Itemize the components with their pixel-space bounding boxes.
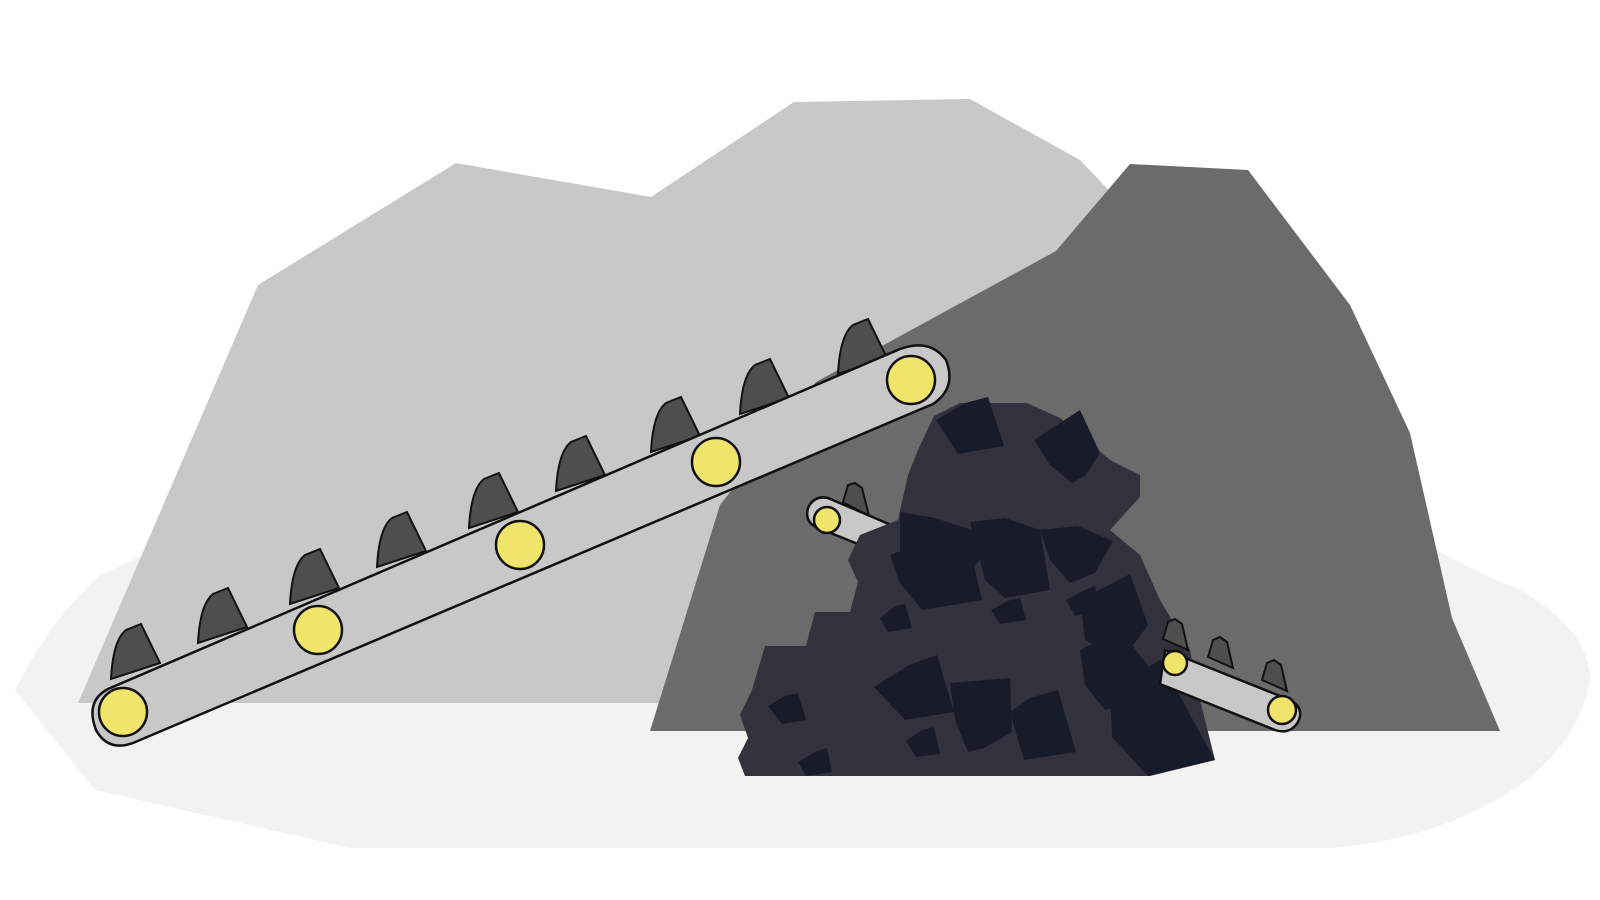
conveyor-paddle	[467, 471, 520, 530]
coal-lump	[1080, 574, 1148, 660]
coal-lump	[1110, 660, 1215, 776]
small-conveyor-right	[1158, 617, 1302, 733]
small-conveyor-left-roller	[812, 505, 842, 535]
coal-lump	[768, 693, 806, 724]
coal-lump	[1010, 690, 1076, 760]
conveyor-paddle	[554, 434, 607, 493]
conveyor-paddle	[288, 547, 341, 606]
coal-lump	[936, 397, 1004, 454]
coal-lump	[1040, 526, 1113, 583]
small-conveyor-right-roller	[1161, 649, 1189, 677]
conveyor-paddle	[375, 510, 428, 569]
large-conveyor-paddles	[109, 317, 889, 681]
large-conveyor	[91, 317, 951, 747]
large-conveyor-roller	[690, 436, 742, 488]
small-conveyor-right-paddle	[1161, 617, 1190, 652]
conveyor-paddle	[109, 622, 162, 681]
conveyor-paddle	[196, 586, 249, 645]
coal-lump	[906, 727, 940, 757]
coal-lump	[890, 540, 982, 610]
small-conveyor-right-roller	[1266, 694, 1298, 726]
small-conveyor-right-paddle	[1260, 658, 1289, 693]
large-conveyor-roller	[97, 686, 149, 738]
large-conveyor-roller	[885, 354, 937, 406]
large-conveyor-roller	[292, 604, 344, 656]
coal-lump	[798, 748, 832, 776]
coal-lumps	[768, 397, 1215, 776]
large-conveyor-roller	[494, 519, 546, 571]
coal-lump	[880, 604, 912, 632]
coal-lump	[991, 598, 1026, 624]
conveyor-paddle	[738, 357, 791, 416]
coal-lump	[874, 655, 954, 720]
coal-lump	[950, 678, 1012, 752]
conveyor-paddle	[649, 395, 702, 454]
coal-lump	[970, 518, 1050, 598]
small-conveyor-right-paddle	[1206, 635, 1235, 670]
coal-lump	[1034, 410, 1100, 483]
coal-lump	[1066, 586, 1100, 616]
